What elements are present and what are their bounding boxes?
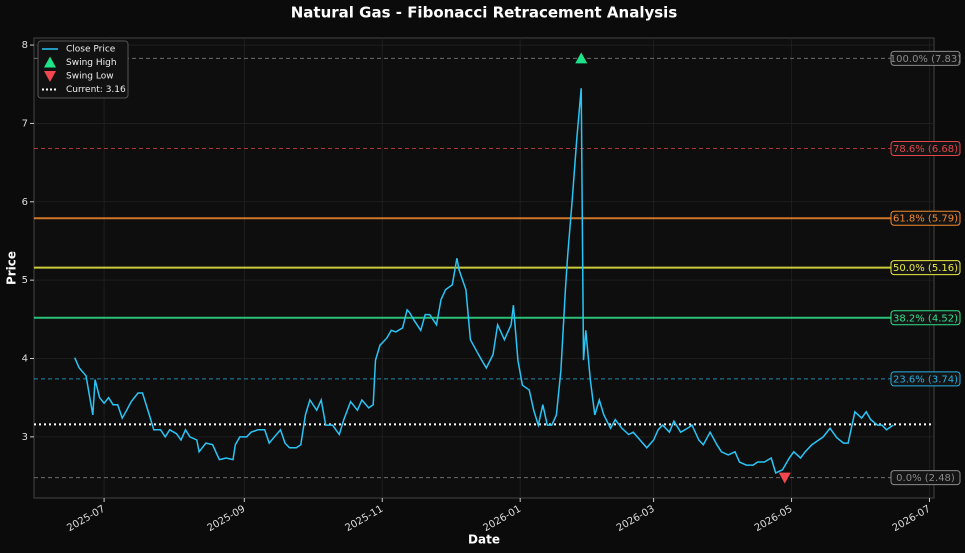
y-tick-label: 5 bbox=[22, 275, 28, 286]
legend-label: Close Price bbox=[66, 45, 116, 55]
fib-label: 23.6% (3.74) bbox=[893, 374, 958, 385]
y-tick-label: 3 bbox=[22, 432, 28, 443]
price-line bbox=[74, 88, 894, 474]
y-tick-label: 6 bbox=[22, 197, 28, 208]
fib-label-box bbox=[890, 50, 961, 66]
legend-box bbox=[37, 40, 129, 99]
fib-label-box bbox=[890, 371, 961, 387]
swing-high-marker bbox=[575, 52, 588, 64]
legend-swatch bbox=[44, 56, 56, 68]
legend-label: Swing Low bbox=[66, 72, 114, 82]
fib-label-box bbox=[890, 260, 961, 276]
x-axis-label: Date bbox=[468, 533, 500, 547]
legend-label: Current: 3.16 bbox=[66, 85, 126, 95]
y-tick-label: 8 bbox=[22, 40, 28, 51]
legend-label: Swing High bbox=[66, 58, 117, 68]
fib-label-box bbox=[890, 470, 961, 486]
fib-label-box bbox=[890, 140, 961, 156]
y-tick-label: 4 bbox=[22, 354, 28, 365]
chart-title: Natural Gas - Fibonacci Retracement Anal… bbox=[291, 4, 678, 22]
y-axis-label: Price bbox=[5, 251, 19, 285]
fib-label: 38.2% (4.52) bbox=[893, 313, 958, 324]
swing-low-marker bbox=[778, 472, 791, 484]
legend-swatch bbox=[44, 71, 56, 82]
fib-label: 61.8% (5.79) bbox=[893, 214, 958, 225]
fib-label: 100.0% (7.83) bbox=[890, 54, 961, 65]
fib-label: 78.6% (6.68) bbox=[893, 144, 958, 155]
fib-label-box bbox=[890, 310, 961, 326]
fib-label: 0.0% (2.48) bbox=[896, 473, 955, 484]
fib-label-box bbox=[890, 210, 961, 226]
y-tick-label: 7 bbox=[22, 118, 28, 129]
fib-label: 50.0% (5.16) bbox=[893, 263, 958, 274]
